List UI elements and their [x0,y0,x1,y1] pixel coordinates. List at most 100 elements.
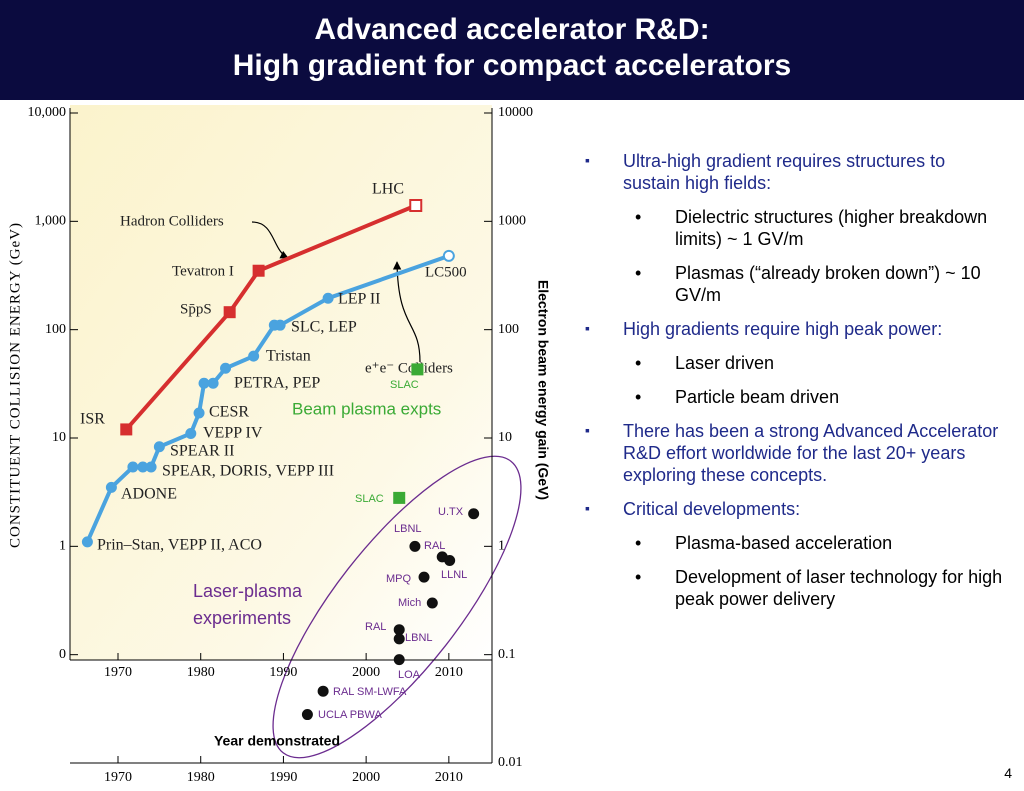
point-label: SPEAR II [170,443,234,460]
point-label: U.TX [438,506,464,518]
title-line: High gradient for compact accelerators [232,49,792,82]
y2-tick-label: 0.01 [498,755,523,770]
point-label: LEP II [338,291,381,308]
point-label: PETRA, PEP [234,375,320,392]
point-label: LBNL [394,523,422,535]
series-label: Hadron Colliders [120,213,224,229]
sub-bullet: Particle beam driven [585,386,1005,408]
x-tick-label: 1990 [269,665,297,680]
series-label: Beam plasma expts [292,399,441,418]
bullet: Ultra-high gradient requires structures … [585,149,1005,194]
point-label: LC500 [425,264,467,280]
page-number: 4 [1004,765,1012,781]
point-label: SLAC [355,493,384,505]
y-tick-label: 1 [59,539,66,554]
series-label: Laser-plasma experiments [193,581,303,628]
point-label: SLAC [390,379,419,391]
y-tick-label: 1,000 [35,214,67,229]
point-label: UCLA PBWA [318,709,382,721]
y2-tick-label: 10 [498,430,512,445]
marker [468,508,480,520]
point-label: SPEAR, DORIS, VEPP III [162,463,334,480]
group-ellipse [272,455,522,759]
arrow [251,221,289,259]
marker [274,319,286,331]
point-label: Tevatron I [172,263,234,279]
point-label: RAL [365,621,386,633]
marker [193,407,205,419]
marker [81,536,93,548]
marker [393,633,405,645]
point-label: LHC [372,181,404,198]
bullet: High gradients require high peak power: [585,317,1005,340]
x-axis-label: Year demonstrated [214,733,340,749]
marker [223,306,236,319]
marker [409,540,421,552]
y-tick-label: 10,000 [28,105,67,120]
marker [220,362,232,374]
point-label: LOA [398,669,421,681]
marker [393,654,405,666]
x-tick-label: 1990 [269,770,297,785]
point-label: SLC, LEP [291,319,357,336]
y2-tick-label: 0.1 [498,647,516,662]
marker [301,709,313,721]
marker [105,481,117,493]
marker [198,377,210,389]
x-tick-label: 2010 [435,770,463,785]
point-label: LLNL [441,569,467,581]
marker [393,491,406,504]
marker [153,441,165,453]
sub-bullet: Plasmas (“already broken down”) ~ 10 GV/… [585,262,1005,306]
point-label: MPQ [386,573,412,585]
series-label: e⁺e⁻ Colliders [365,360,453,376]
x-tick-label: 1970 [104,665,132,680]
y-tick-label: 100 [45,322,66,337]
bullet: Critical developments: [585,497,1005,520]
point-label: ADONE [121,486,177,503]
marker [145,461,157,473]
point-label: Prin–Stan, VEPP II, ACO [97,537,262,554]
point-label: LBNL [405,632,433,644]
sub-bullet: Dielectric structures (higher breakdown … [585,206,1005,250]
sub-bullet: Plasma-based acceleration [585,532,1005,554]
x-tick-label: 1980 [187,665,215,680]
marker [411,363,424,376]
y2-tick-label: 10000 [498,105,533,120]
sub-bullet: Development of laser technology for high… [585,566,1005,610]
y2-tick-label: 1 [498,539,505,554]
marker [120,423,133,436]
y-axis-label: CONSTITUENT COLLISION ENERGY (GeV) [7,222,23,548]
marker [418,571,430,583]
point-label: ISR [80,411,105,428]
marker [444,554,456,566]
marker [207,377,219,389]
x-tick-label: 2000 [352,665,380,680]
marker [317,685,329,697]
marker [426,597,438,609]
sub-bullet: Laser driven [585,352,1005,374]
marker [127,461,139,473]
point-label: VEPP IV [203,425,263,442]
point-label: Sp̄pS [180,301,212,317]
marker [248,350,260,362]
marker [409,199,423,213]
marker [185,428,197,440]
y-tick-label: 0 [59,647,66,662]
header: Advanced accelerator R&D: High gradient … [0,0,1024,100]
point-label: Tristan [266,348,311,365]
y2-tick-label: 100 [498,322,519,337]
point-label: RAL SM-LWFA [333,686,407,698]
x-tick-label: 1980 [187,770,215,785]
marker [393,624,405,636]
y2-axis-label: Electron beam energy gain (GeV) [535,280,551,500]
bullet-list: Ultra-high gradient requires structures … [585,149,1005,622]
point-label: Mich [398,597,421,609]
y-tick-label: 10 [52,430,66,445]
point-label: CESR [209,404,249,421]
series-line [124,203,417,431]
x-tick-label: 1970 [104,770,132,785]
plot-background [70,105,492,660]
